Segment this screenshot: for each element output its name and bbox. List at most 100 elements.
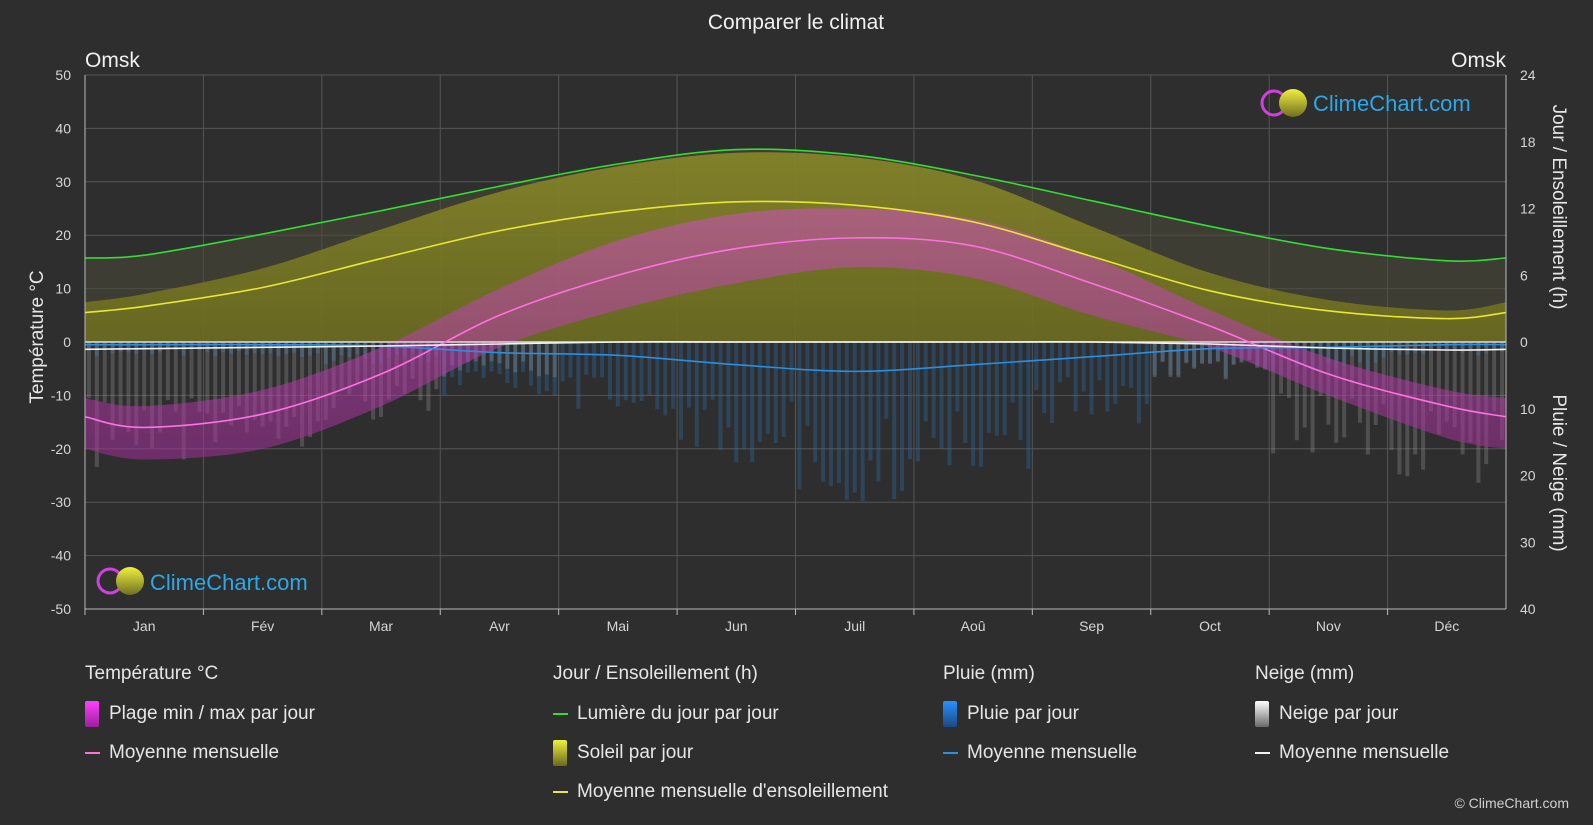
watermark-bottom: ClimeChart.com bbox=[96, 567, 308, 595]
snow-bar bbox=[1294, 342, 1299, 441]
rain-bar bbox=[1444, 342, 1449, 350]
legend-item-sun-mean: Moyenne mensuelle d'ensoleillement bbox=[553, 772, 888, 811]
snow-bar bbox=[544, 342, 549, 375]
snow-bar bbox=[157, 342, 162, 433]
snow-bar bbox=[1444, 342, 1449, 422]
rain-bar bbox=[1413, 342, 1418, 353]
rain-bar bbox=[615, 342, 620, 407]
snow-bar bbox=[126, 342, 131, 432]
blue-box-icon bbox=[943, 700, 957, 727]
rain-bar bbox=[331, 342, 336, 361]
snow-bar bbox=[521, 342, 526, 362]
snow-bar bbox=[505, 342, 510, 369]
snow-bar bbox=[536, 342, 541, 377]
chart-title: Comparer le climat bbox=[708, 11, 884, 34]
rain-bar bbox=[118, 342, 123, 352]
legend-group-title: Neige (mm) bbox=[1255, 663, 1355, 684]
snow-bar bbox=[1436, 342, 1441, 435]
legend-group-title: Température °C bbox=[85, 663, 219, 684]
rain-bar bbox=[876, 342, 881, 482]
snow-bar bbox=[134, 342, 139, 445]
rain-bar bbox=[1097, 342, 1102, 381]
rain-bar bbox=[284, 342, 289, 355]
legend-item-rain-per-day: Pluie par jour bbox=[943, 694, 1137, 733]
rain-bar bbox=[907, 342, 912, 460]
temperature-range-band bbox=[85, 208, 1506, 460]
rain-bar bbox=[1152, 342, 1157, 376]
x-tick-label: Déc bbox=[1434, 618, 1459, 634]
rain-bar bbox=[560, 342, 565, 382]
legend-item-sun-per-day: Soleil par jour bbox=[553, 733, 888, 772]
rain-bar bbox=[655, 342, 660, 410]
y-right-bottom-tick-label: 20 bbox=[1520, 468, 1536, 484]
rain-bar bbox=[923, 342, 928, 422]
logo-sun-icon bbox=[116, 567, 144, 595]
snow-bar bbox=[1207, 342, 1212, 364]
legend-item-temp-mean: Moyenne mensuelle bbox=[85, 733, 315, 772]
y-right-top-tick-label: 0 bbox=[1520, 334, 1528, 350]
y-left-tick-label: -10 bbox=[51, 387, 71, 403]
snow-bar bbox=[552, 342, 557, 378]
rain-bar bbox=[892, 342, 897, 500]
rain-bar bbox=[623, 342, 628, 401]
snow-bar bbox=[213, 342, 218, 443]
y-left-tick-label: 50 bbox=[55, 67, 71, 83]
snow-bar bbox=[268, 342, 273, 422]
rain-bar bbox=[1500, 342, 1505, 352]
rain-bar bbox=[592, 342, 597, 378]
rain-bar bbox=[1144, 342, 1149, 404]
magenta-box-icon bbox=[85, 700, 99, 727]
rain-bar bbox=[1334, 342, 1339, 368]
rain-bar bbox=[994, 342, 999, 436]
rain-bar bbox=[868, 342, 873, 461]
rain-bar bbox=[1200, 342, 1205, 363]
rain-bar bbox=[671, 342, 676, 409]
rain-bar bbox=[1073, 342, 1078, 412]
rain-bar bbox=[1460, 342, 1465, 353]
rain-bar bbox=[323, 342, 328, 365]
rain-bar bbox=[726, 342, 731, 428]
legend-item-label: Plage min / max par jour bbox=[109, 702, 315, 724]
rain-bar bbox=[1365, 342, 1370, 371]
rain-bar bbox=[1129, 342, 1134, 388]
rain-bar bbox=[955, 342, 960, 412]
logo-sun-icon bbox=[1279, 89, 1307, 117]
temperature-mean-line bbox=[84, 236, 1507, 429]
rain-bar bbox=[236, 342, 241, 352]
rain-bar bbox=[939, 342, 944, 449]
rain-bar bbox=[702, 342, 707, 410]
rain-bar bbox=[315, 342, 320, 354]
snow-bar bbox=[1468, 342, 1473, 443]
rain-bar bbox=[852, 342, 857, 493]
rain-bar bbox=[1089, 342, 1094, 415]
watermark-text-top: ClimeChart.com bbox=[1313, 91, 1471, 116]
snow-bar bbox=[165, 342, 170, 401]
rain-bar bbox=[789, 342, 794, 402]
y-right-bottom-tick-label: 30 bbox=[1520, 534, 1536, 550]
rain-bar bbox=[505, 342, 510, 383]
watermark-text-bottom: ClimeChart.com bbox=[150, 570, 308, 595]
y-right-bottom-tick-label: 40 bbox=[1520, 601, 1536, 617]
x-tick-label: Nov bbox=[1316, 618, 1341, 634]
rain-bar bbox=[1452, 342, 1457, 351]
snow-bar bbox=[118, 342, 123, 427]
snow-bar bbox=[244, 342, 249, 433]
snow-bar bbox=[1215, 342, 1220, 362]
rain-bar bbox=[568, 342, 573, 378]
legend-item-snow-per-day: Neige par jour bbox=[1255, 694, 1449, 733]
rain-bar bbox=[639, 342, 644, 402]
snow-bar bbox=[1184, 342, 1189, 364]
y-left-tick-label: -20 bbox=[51, 441, 71, 457]
rain-bar bbox=[750, 342, 755, 463]
rain-bar bbox=[1002, 342, 1007, 436]
rain-bar bbox=[1050, 342, 1055, 424]
y-right-bottom-axis-label: Pluie / Neige (mm) bbox=[1548, 394, 1569, 551]
legend-item-label: Moyenne mensuelle bbox=[109, 741, 280, 763]
daylight-line bbox=[84, 148, 1507, 262]
snow-bar bbox=[142, 342, 147, 411]
snow-mean-line bbox=[84, 341, 1507, 351]
yellow-box-icon bbox=[553, 739, 567, 766]
rain-bar bbox=[805, 342, 810, 426]
rain-bar bbox=[1010, 342, 1015, 403]
